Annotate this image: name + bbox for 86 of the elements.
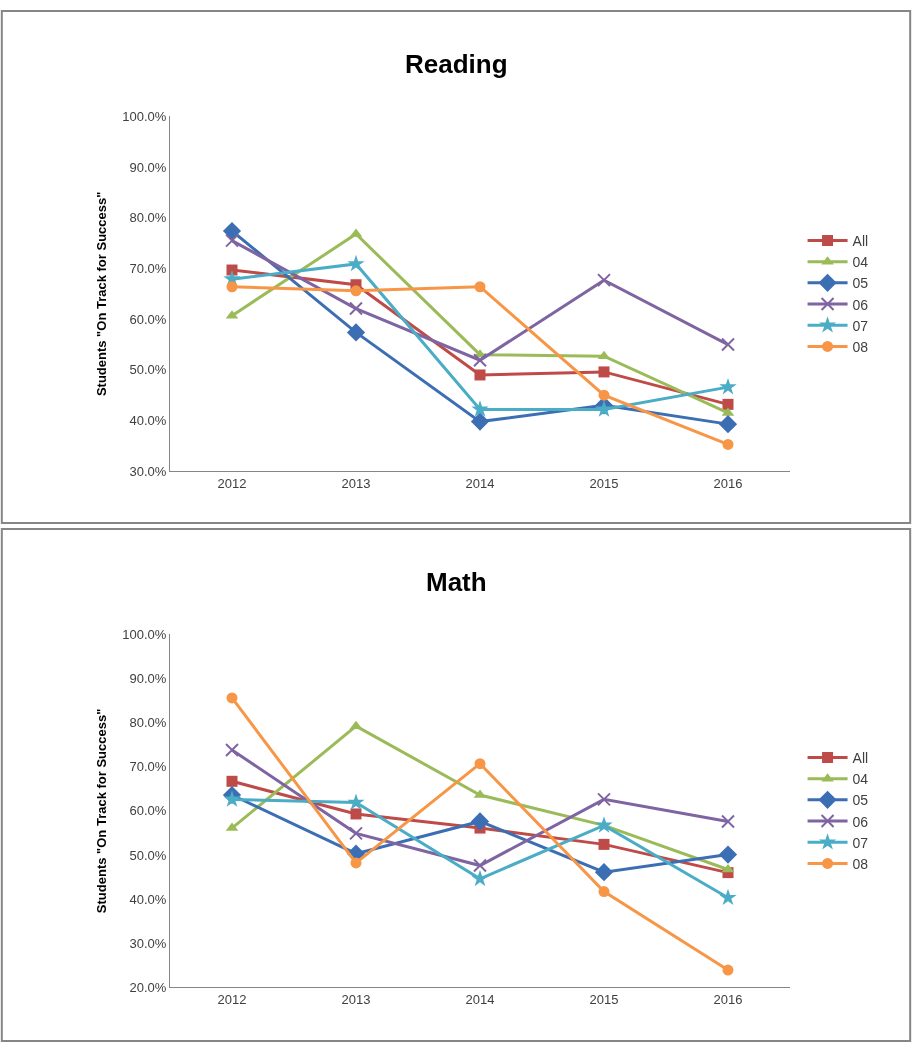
point (722, 398, 734, 410)
point (473, 858, 487, 873)
y-tick-label: 50.0% (129, 362, 167, 378)
point (719, 378, 737, 395)
point (470, 812, 490, 831)
point (225, 233, 239, 248)
x-tick-label: 2014 (465, 991, 495, 1007)
point (719, 888, 737, 906)
y-tick-label: 70.0% (129, 759, 167, 775)
point (350, 808, 362, 820)
point (721, 814, 735, 829)
point (225, 742, 239, 757)
legend-label: 07 (852, 834, 869, 851)
point (598, 366, 610, 378)
point (226, 264, 238, 276)
legend-label: All (852, 749, 869, 766)
point (598, 838, 610, 850)
point (474, 758, 486, 770)
y-tick-label: 20.0% (129, 979, 167, 995)
legend-label: 05 (852, 275, 869, 292)
point (349, 301, 363, 316)
chart-title: Math (426, 567, 487, 597)
y-tick-label: 60.0% (129, 311, 167, 327)
y-tick-label: 40.0% (129, 891, 167, 907)
point (471, 400, 489, 417)
legend-label: 05 (852, 792, 869, 809)
point (471, 869, 489, 887)
point (595, 816, 613, 833)
point (598, 389, 610, 401)
x-tick-label: 2015 (589, 475, 619, 491)
point (223, 790, 241, 807)
point (226, 692, 238, 704)
point (226, 281, 238, 293)
legend-label: 07 (852, 317, 869, 334)
legend-label: 08 (852, 855, 869, 872)
y-tick-label: 90.0% (129, 671, 167, 687)
point (222, 221, 242, 241)
point (597, 792, 611, 807)
x-tick-label: 2016 (713, 991, 743, 1007)
point (595, 400, 613, 417)
y-tick-label: 80.0% (129, 715, 167, 731)
x-tick-label: 2013 (341, 991, 371, 1007)
point (722, 964, 734, 976)
y-tick-label: 40.0% (129, 413, 167, 429)
point (598, 886, 610, 898)
x-tick-label: 2012 (217, 991, 247, 1007)
point (470, 412, 490, 431)
x-tick-label: 2014 (465, 475, 495, 491)
y-tick-label: 100.0% (122, 108, 167, 124)
legend-label: 08 (852, 338, 869, 355)
point (594, 863, 614, 882)
y-tick-label: 30.0% (129, 463, 167, 479)
point (350, 285, 362, 297)
point (722, 438, 734, 450)
point (473, 353, 487, 368)
y-axis-title: Students "On Track for Success" (94, 191, 110, 397)
point (474, 369, 486, 381)
legend-label: 04 (852, 771, 869, 788)
point (718, 415, 738, 434)
x-tick-label: 2012 (217, 475, 247, 491)
y-tick-label: 70.0% (129, 261, 167, 277)
chart-title: Reading (405, 49, 508, 79)
y-tick-label: 90.0% (129, 159, 167, 175)
y-tick-label: 80.0% (129, 210, 167, 226)
point (346, 323, 366, 342)
point (347, 793, 365, 810)
legend-label: 06 (852, 296, 869, 313)
point (474, 281, 486, 293)
y-tick-label: 30.0% (129, 935, 167, 951)
point (350, 857, 362, 869)
x-tick-label: 2015 (589, 991, 619, 1007)
y-tick-label: 50.0% (129, 847, 167, 863)
point (597, 273, 611, 288)
y-tick-label: 60.0% (129, 803, 167, 819)
point (721, 337, 735, 352)
point (349, 826, 363, 841)
x-tick-label: 2016 (713, 475, 743, 491)
point (226, 775, 238, 787)
point (347, 254, 365, 272)
legend-label: All (852, 232, 869, 249)
x-tick-label: 2013 (341, 475, 371, 491)
legend-label: 04 (852, 254, 869, 271)
point (718, 845, 738, 864)
y-tick-label: 100.0% (122, 626, 167, 642)
y-axis-title: Students "On Track for Success" (94, 708, 110, 914)
legend-label: 06 (852, 813, 869, 830)
